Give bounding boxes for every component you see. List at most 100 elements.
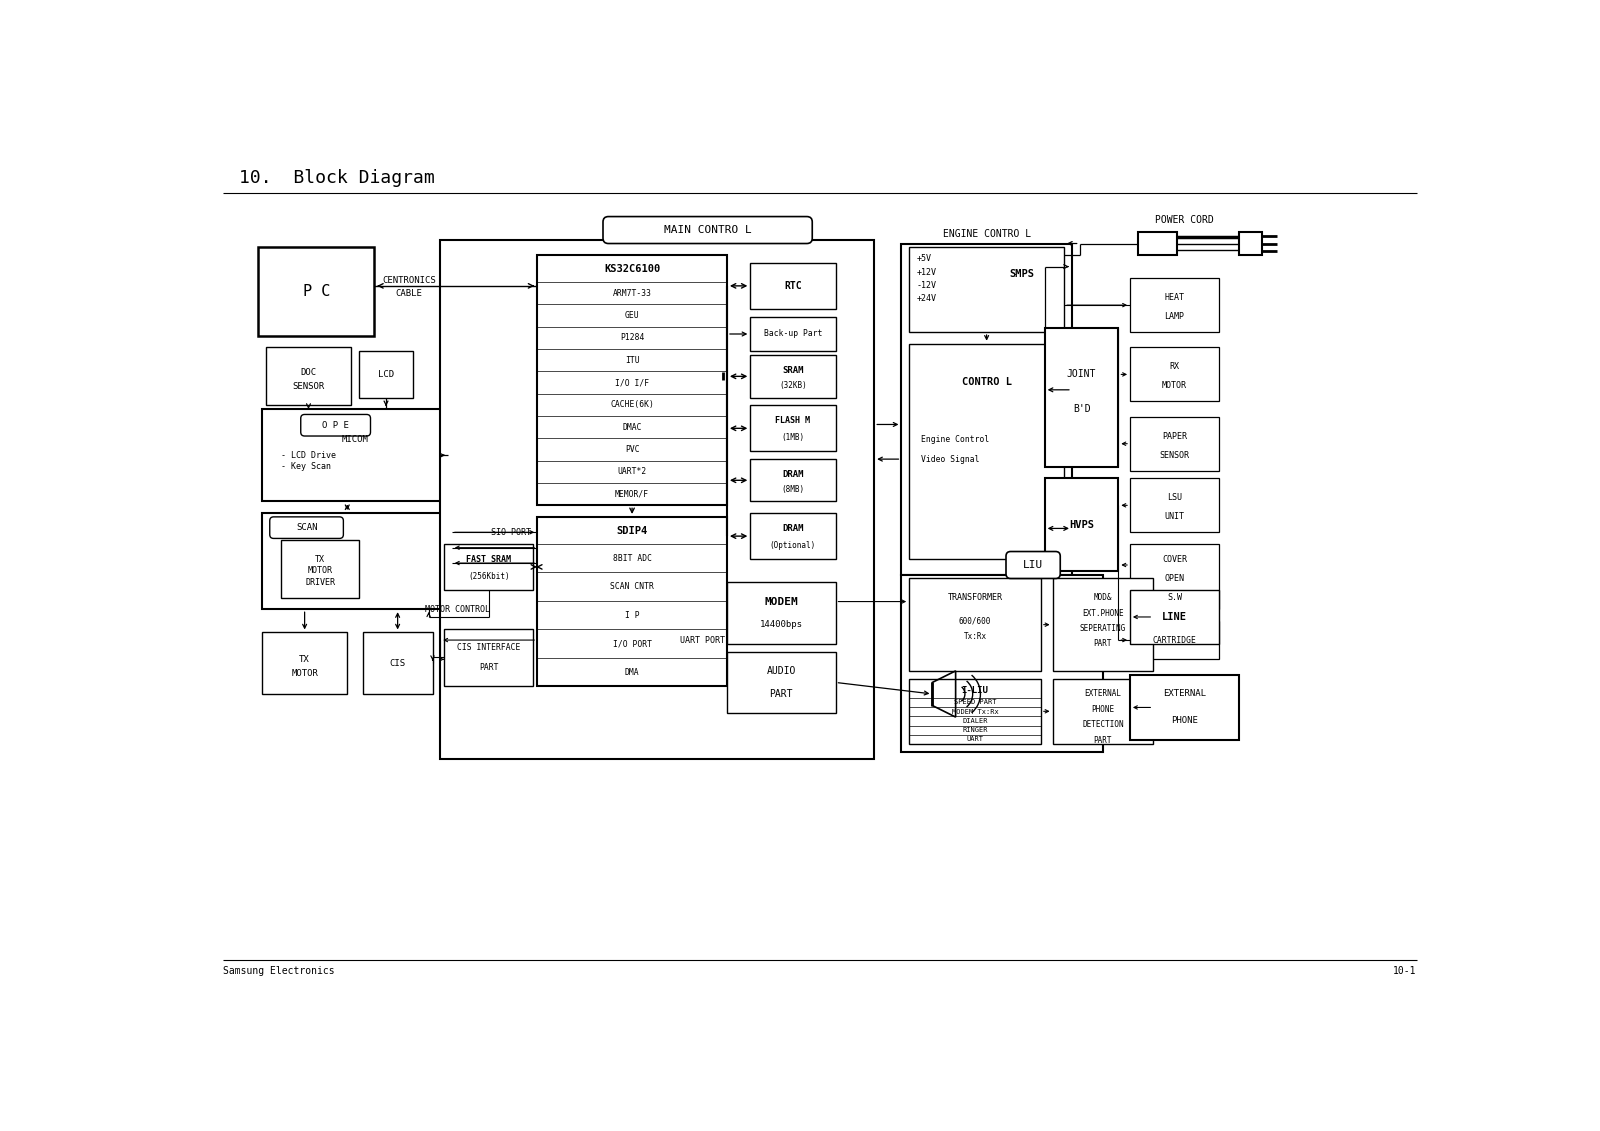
Text: I/O PORT: I/O PORT — [613, 639, 651, 648]
Text: RX: RX — [1170, 362, 1179, 371]
FancyBboxPatch shape — [1130, 347, 1219, 402]
FancyBboxPatch shape — [301, 414, 371, 437]
Text: LCD: LCD — [378, 370, 394, 379]
Text: MICOM: MICOM — [341, 435, 368, 444]
Text: RINGER: RINGER — [962, 727, 987, 733]
Text: 8BIT ADC: 8BIT ADC — [613, 553, 651, 562]
Text: MOTOR CONTROL: MOTOR CONTROL — [424, 605, 490, 614]
Text: PAPER: PAPER — [1162, 432, 1187, 440]
Text: SMPS: SMPS — [1010, 269, 1034, 279]
Text: -12V: -12V — [917, 282, 938, 291]
FancyBboxPatch shape — [1130, 590, 1219, 644]
Text: UART*2: UART*2 — [618, 467, 646, 476]
Text: CARTRIDGE: CARTRIDGE — [1152, 636, 1197, 645]
Text: (1MB): (1MB) — [781, 433, 805, 442]
Text: DRAM: DRAM — [782, 524, 803, 533]
Text: TX: TX — [315, 554, 325, 563]
Text: EXTERNAL: EXTERNAL — [1085, 690, 1122, 699]
FancyBboxPatch shape — [1053, 679, 1154, 744]
Text: MOTOR: MOTOR — [1162, 381, 1187, 390]
FancyBboxPatch shape — [1130, 416, 1219, 470]
FancyBboxPatch shape — [262, 513, 451, 610]
Text: PART: PART — [770, 689, 794, 699]
Text: 10-1: 10-1 — [1394, 966, 1416, 976]
Text: COVER: COVER — [1162, 554, 1187, 563]
Text: SEPERATING: SEPERATING — [1080, 624, 1126, 633]
Text: FLASH M: FLASH M — [776, 416, 810, 425]
FancyBboxPatch shape — [262, 632, 347, 694]
Text: (8MB): (8MB) — [781, 485, 805, 494]
FancyBboxPatch shape — [282, 539, 358, 597]
Text: (32KB): (32KB) — [779, 381, 806, 390]
Text: SCAN CNTR: SCAN CNTR — [610, 582, 654, 592]
Text: SENSOR: SENSOR — [293, 382, 325, 391]
FancyBboxPatch shape — [270, 517, 344, 538]
Text: ARM7T-33: ARM7T-33 — [613, 288, 651, 297]
Text: PART: PART — [478, 663, 499, 672]
FancyBboxPatch shape — [909, 578, 1042, 671]
FancyBboxPatch shape — [1130, 478, 1219, 533]
FancyBboxPatch shape — [538, 517, 726, 687]
FancyBboxPatch shape — [750, 405, 835, 451]
FancyBboxPatch shape — [750, 317, 835, 352]
FancyBboxPatch shape — [726, 582, 835, 644]
Text: DMA: DMA — [624, 667, 640, 676]
Text: UNIT: UNIT — [1165, 512, 1184, 521]
FancyBboxPatch shape — [909, 344, 1064, 559]
Text: P1284: P1284 — [619, 334, 645, 343]
Text: - LCD Drive: - LCD Drive — [282, 451, 336, 460]
Text: Engine Control: Engine Control — [920, 435, 989, 444]
FancyBboxPatch shape — [603, 216, 813, 243]
Text: AUDIO: AUDIO — [766, 666, 795, 676]
Text: HVPS: HVPS — [1069, 519, 1094, 529]
Text: CENTRONICS: CENTRONICS — [382, 276, 437, 285]
Text: LIU: LIU — [1022, 560, 1043, 570]
Text: MOD&: MOD& — [1094, 594, 1112, 602]
Text: +5V: +5V — [917, 254, 931, 264]
Text: SENSOR: SENSOR — [1160, 451, 1189, 460]
FancyBboxPatch shape — [750, 355, 835, 397]
FancyBboxPatch shape — [750, 513, 835, 559]
Text: Samsung Electronics: Samsung Electronics — [224, 966, 334, 976]
Text: SIO PORT: SIO PORT — [491, 528, 531, 537]
Text: MAIN CONTRO L: MAIN CONTRO L — [664, 225, 752, 235]
Text: LINE: LINE — [1162, 612, 1187, 622]
Text: KS32C6100: KS32C6100 — [603, 264, 661, 274]
FancyBboxPatch shape — [266, 347, 350, 405]
FancyBboxPatch shape — [750, 459, 835, 501]
Text: PART: PART — [1094, 735, 1112, 744]
Text: MODEM: MODEM — [765, 596, 798, 606]
Text: (256Kbit): (256Kbit) — [467, 571, 509, 580]
Text: LSU: LSU — [1166, 493, 1182, 502]
Text: 14400bps: 14400bps — [760, 620, 803, 629]
Text: MODEM Tx:Rx: MODEM Tx:Rx — [952, 709, 998, 715]
Text: PHONE: PHONE — [1091, 705, 1115, 714]
Text: CIS: CIS — [389, 658, 406, 667]
Text: DRIVER: DRIVER — [306, 578, 334, 587]
Text: OPEN: OPEN — [1165, 573, 1184, 582]
Text: LAMP: LAMP — [1165, 312, 1184, 321]
Text: 10.  Block Diagram: 10. Block Diagram — [238, 169, 435, 187]
Text: CABLE: CABLE — [395, 290, 422, 299]
FancyBboxPatch shape — [901, 243, 1072, 575]
Text: DMAC: DMAC — [622, 423, 642, 432]
FancyBboxPatch shape — [440, 240, 874, 759]
FancyBboxPatch shape — [358, 352, 413, 397]
Text: SCAN: SCAN — [296, 524, 318, 533]
FancyBboxPatch shape — [1130, 544, 1219, 610]
Text: CONTRO L: CONTRO L — [962, 377, 1011, 387]
FancyBboxPatch shape — [901, 575, 1102, 752]
FancyBboxPatch shape — [909, 679, 1042, 744]
FancyBboxPatch shape — [1130, 278, 1219, 333]
Text: +12V: +12V — [917, 268, 938, 277]
Text: MEMOR/F: MEMOR/F — [614, 490, 650, 499]
Text: I/O I/F: I/O I/F — [614, 378, 650, 387]
Text: CIS INTERFACE: CIS INTERFACE — [458, 644, 520, 653]
FancyBboxPatch shape — [262, 409, 448, 501]
Text: JOINT: JOINT — [1067, 370, 1096, 379]
Text: SPEED PART: SPEED PART — [954, 699, 997, 706]
Text: ENGINE CONTRO L: ENGINE CONTRO L — [942, 230, 1030, 240]
FancyBboxPatch shape — [1045, 478, 1118, 571]
FancyBboxPatch shape — [258, 248, 374, 336]
Text: O P E: O P E — [322, 421, 349, 430]
